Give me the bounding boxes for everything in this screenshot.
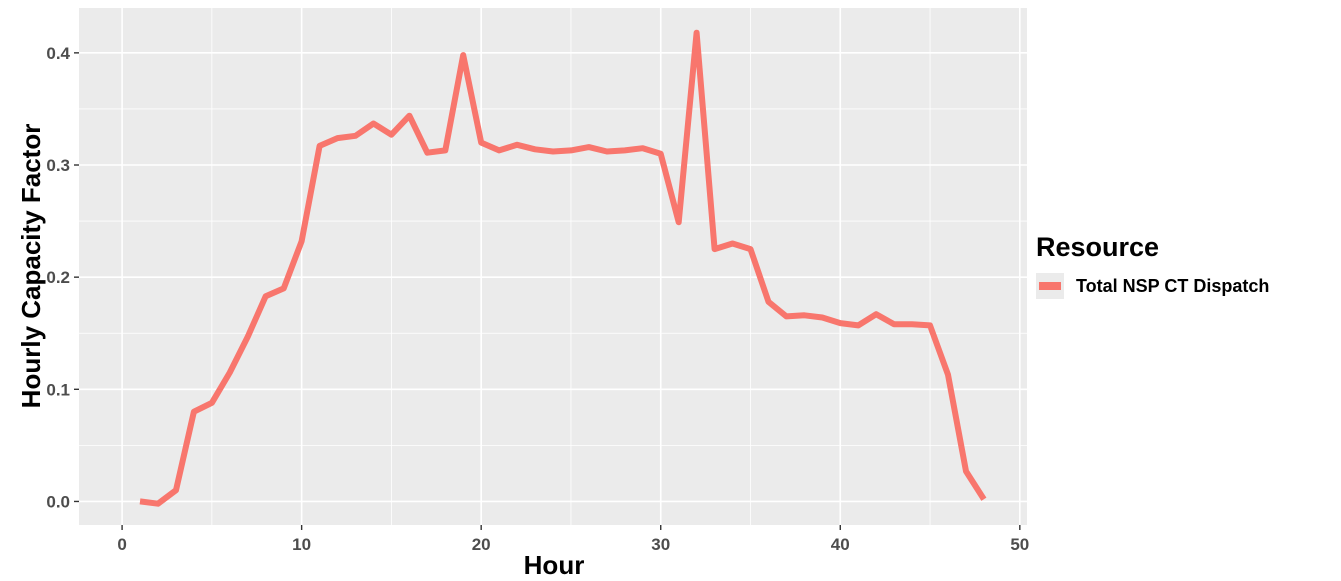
legend-title: Resource — [1036, 232, 1160, 262]
axis-ticks — [74, 52, 1021, 530]
legend-label: Total NSP CT Dispatch — [1076, 275, 1270, 296]
y-tick-label: 0.1 — [46, 380, 70, 399]
x-tick-label: 0 — [117, 535, 126, 554]
plot-panel — [79, 8, 1027, 525]
tick-labels: 0 10 20 30 40 50 0.0 0.1 0.2 0.3 0.4 — [46, 44, 1029, 554]
legend: Resource Total NSP CT Dispatch — [1036, 232, 1269, 299]
y-tick-label: 0.4 — [46, 44, 70, 63]
x-tick-label: 30 — [651, 535, 670, 554]
y-tick-label: 0.3 — [46, 156, 70, 175]
x-tick-label: 10 — [292, 535, 311, 554]
major-gridlines — [79, 8, 1027, 525]
legend-item: Total NSP CT Dispatch — [1036, 273, 1269, 299]
series-layer — [139, 29, 987, 507]
y-axis-title: Hourly Capacity Factor — [16, 124, 46, 409]
x-tick-label: 20 — [472, 535, 491, 554]
legend-key — [1036, 273, 1064, 299]
series-line — [139, 29, 987, 507]
x-axis-title: Hour — [524, 550, 585, 580]
x-tick-label: 40 — [831, 535, 850, 554]
y-tick-label: 0.0 — [46, 492, 70, 511]
y-tick-label: 0.2 — [46, 268, 70, 287]
minor-gridlines — [79, 8, 1027, 525]
x-tick-label: 50 — [1010, 535, 1029, 554]
